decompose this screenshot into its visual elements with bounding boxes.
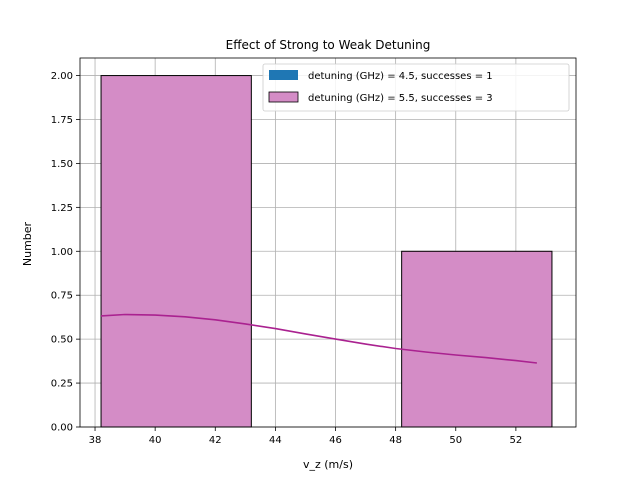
y-tick-label: 1.25 xyxy=(51,203,73,214)
kde-curve-group xyxy=(100,313,537,364)
legend-label-detuning-5-5: detuning (GHz) = 5.5, successes = 3 xyxy=(308,93,493,104)
y-tick-label: 1.50 xyxy=(51,159,73,170)
y-tick-label: 0.25 xyxy=(51,379,73,390)
bars xyxy=(100,75,553,428)
x-tick-label: 48 xyxy=(389,435,402,446)
x-axis-ticks: 38 40 42 44 46 48 50 52 xyxy=(89,427,523,446)
x-tick-label: 42 xyxy=(209,435,222,446)
histogram-bar xyxy=(100,75,252,428)
y-tick-label: 0.75 xyxy=(51,291,73,302)
y-tick-label: 1.75 xyxy=(51,115,73,126)
y-tick-label: 1.00 xyxy=(51,247,73,258)
x-tick-label: 38 xyxy=(89,435,102,446)
legend-swatch-detuning-4-5 xyxy=(269,70,298,80)
plot-frame xyxy=(79,57,577,428)
y-axis-ticks: 0.00 0.25 0.50 0.75 1.00 1.25 1.50 1.75 2.00 xyxy=(51,71,80,434)
legend: detuning (GHz) = 4.5, successes = 1 detu… xyxy=(262,63,570,112)
kde-curve xyxy=(100,313,537,364)
legend-label-detuning-4-5: detuning (GHz) = 4.5, successes = 1 xyxy=(308,71,493,82)
legend-swatch-detuning-5-5 xyxy=(268,91,299,103)
y-tick-label: 0.00 xyxy=(51,423,73,434)
x-tick-label: 46 xyxy=(329,435,342,446)
y-tick-label: 2.00 xyxy=(51,71,73,82)
x-tick-label: 44 xyxy=(269,435,282,446)
x-axis-label: v_z (m/s) xyxy=(303,458,353,471)
x-tick-label: 50 xyxy=(449,435,462,446)
x-tick-label: 52 xyxy=(510,435,523,446)
y-tick-label: 0.50 xyxy=(51,335,73,346)
y-axis-label: Number xyxy=(21,221,34,266)
x-tick-label: 40 xyxy=(149,435,162,446)
legend-box xyxy=(262,63,570,112)
histogram-bar xyxy=(401,250,553,428)
chart-title: Effect of Strong to Weak Detuning xyxy=(226,38,431,52)
